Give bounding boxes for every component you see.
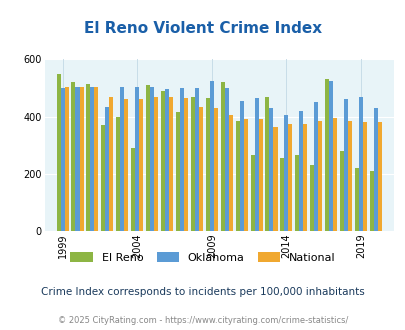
Bar	[160, 91, 164, 231]
Bar	[250, 155, 254, 231]
Bar	[254, 98, 258, 231]
Bar	[198, 107, 202, 231]
Bar	[328, 81, 333, 231]
Bar	[294, 155, 298, 231]
Text: El Reno Violent Crime Index: El Reno Violent Crime Index	[84, 20, 321, 36]
Bar	[333, 118, 337, 231]
Bar	[284, 115, 288, 231]
Bar	[60, 88, 64, 231]
Bar	[224, 88, 228, 231]
Bar	[228, 115, 232, 231]
Bar	[179, 88, 183, 231]
Bar	[220, 82, 224, 231]
Bar	[124, 99, 128, 231]
Text: Crime Index corresponds to incidents per 100,000 inhabitants: Crime Index corresponds to incidents per…	[41, 287, 364, 297]
Bar	[105, 107, 109, 231]
Bar	[168, 97, 173, 231]
Bar	[313, 102, 318, 231]
Bar	[90, 86, 94, 231]
Bar	[298, 111, 303, 231]
Bar	[273, 127, 277, 231]
Bar	[86, 84, 90, 231]
Bar	[258, 119, 262, 231]
Bar	[354, 168, 358, 231]
Text: © 2025 CityRating.com - https://www.cityrating.com/crime-statistics/: © 2025 CityRating.com - https://www.city…	[58, 315, 347, 325]
Bar	[209, 81, 213, 231]
Bar	[154, 97, 158, 231]
Bar	[109, 97, 113, 231]
Bar	[358, 97, 362, 231]
Bar	[56, 74, 60, 231]
Bar	[194, 88, 198, 231]
Bar	[309, 165, 313, 231]
Bar	[205, 98, 209, 231]
Bar	[235, 121, 239, 231]
Bar	[303, 124, 307, 231]
Bar	[239, 101, 243, 231]
Bar	[362, 122, 366, 231]
Bar	[175, 112, 179, 231]
Bar	[190, 97, 194, 231]
Bar	[139, 99, 143, 231]
Bar	[183, 98, 188, 231]
Bar	[265, 97, 269, 231]
Bar	[164, 89, 168, 231]
Bar	[146, 85, 150, 231]
Bar	[288, 124, 292, 231]
Bar	[131, 148, 135, 231]
Bar	[213, 108, 217, 231]
Bar	[71, 82, 75, 231]
Bar	[101, 125, 105, 231]
Bar	[347, 121, 351, 231]
Bar	[269, 108, 273, 231]
Bar	[324, 80, 328, 231]
Bar	[373, 108, 377, 231]
Bar	[377, 122, 381, 231]
Bar	[343, 99, 347, 231]
Bar	[120, 86, 124, 231]
Bar	[116, 116, 120, 231]
Bar	[243, 119, 247, 231]
Bar	[75, 86, 79, 231]
Bar	[280, 158, 283, 231]
Bar	[135, 86, 139, 231]
Bar	[369, 171, 373, 231]
Bar	[94, 86, 98, 231]
Bar	[64, 86, 68, 231]
Bar	[79, 86, 83, 231]
Bar	[318, 121, 322, 231]
Legend: El Reno, Oklahoma, National: El Reno, Oklahoma, National	[70, 252, 335, 263]
Bar	[150, 86, 154, 231]
Bar	[339, 151, 343, 231]
